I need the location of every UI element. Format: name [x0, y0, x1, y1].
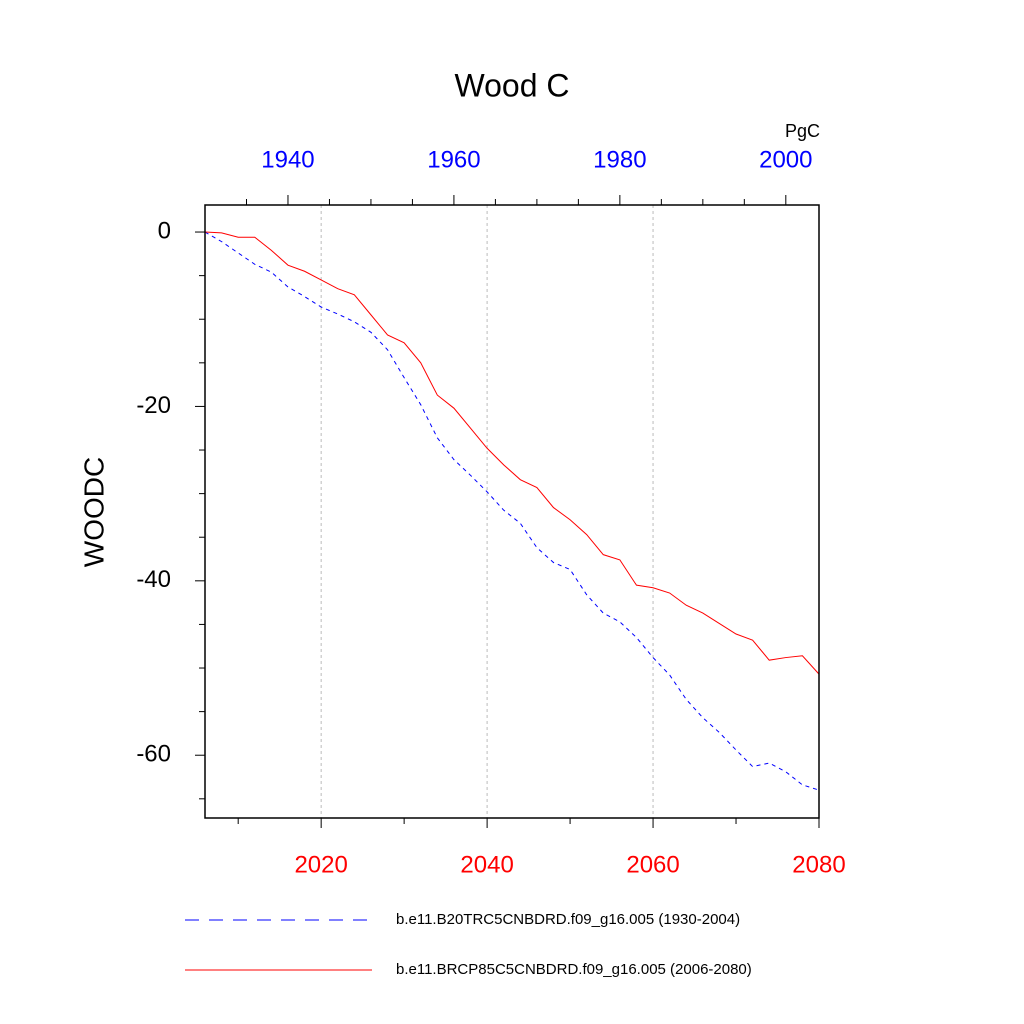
- units-label: PgC: [785, 121, 820, 141]
- x2-tick-label: 1960: [427, 146, 480, 173]
- x-tick-label: 2020: [294, 851, 347, 878]
- y-axis-label: WOODC: [78, 457, 109, 567]
- data-line: [204, 231, 820, 791]
- x2-tick-label: 1980: [593, 146, 646, 173]
- y-tick-label: -20: [136, 392, 171, 419]
- x-tick-label: 2080: [792, 851, 845, 878]
- x-tick-label: 2060: [626, 851, 679, 878]
- data-line: [204, 231, 820, 675]
- y-tick-label: 0: [158, 217, 171, 244]
- y-tick-label: -60: [136, 741, 171, 768]
- chart-title: Wood C: [454, 67, 569, 103]
- plot-frame: [204, 204, 820, 819]
- x2-tick-label: 2000: [759, 146, 812, 173]
- legend-label: b.e11.BRCP85C5CNBDRD.f09_g16.005 (2006-2…: [396, 961, 752, 978]
- legend-label: b.e11.B20TRC5CNBDRD.f09_g16.005 (1930-20…: [396, 911, 740, 928]
- y-tick-label: -40: [136, 566, 171, 593]
- x2-tick-label: 1940: [261, 146, 314, 173]
- x-tick-label: 2040: [460, 851, 513, 878]
